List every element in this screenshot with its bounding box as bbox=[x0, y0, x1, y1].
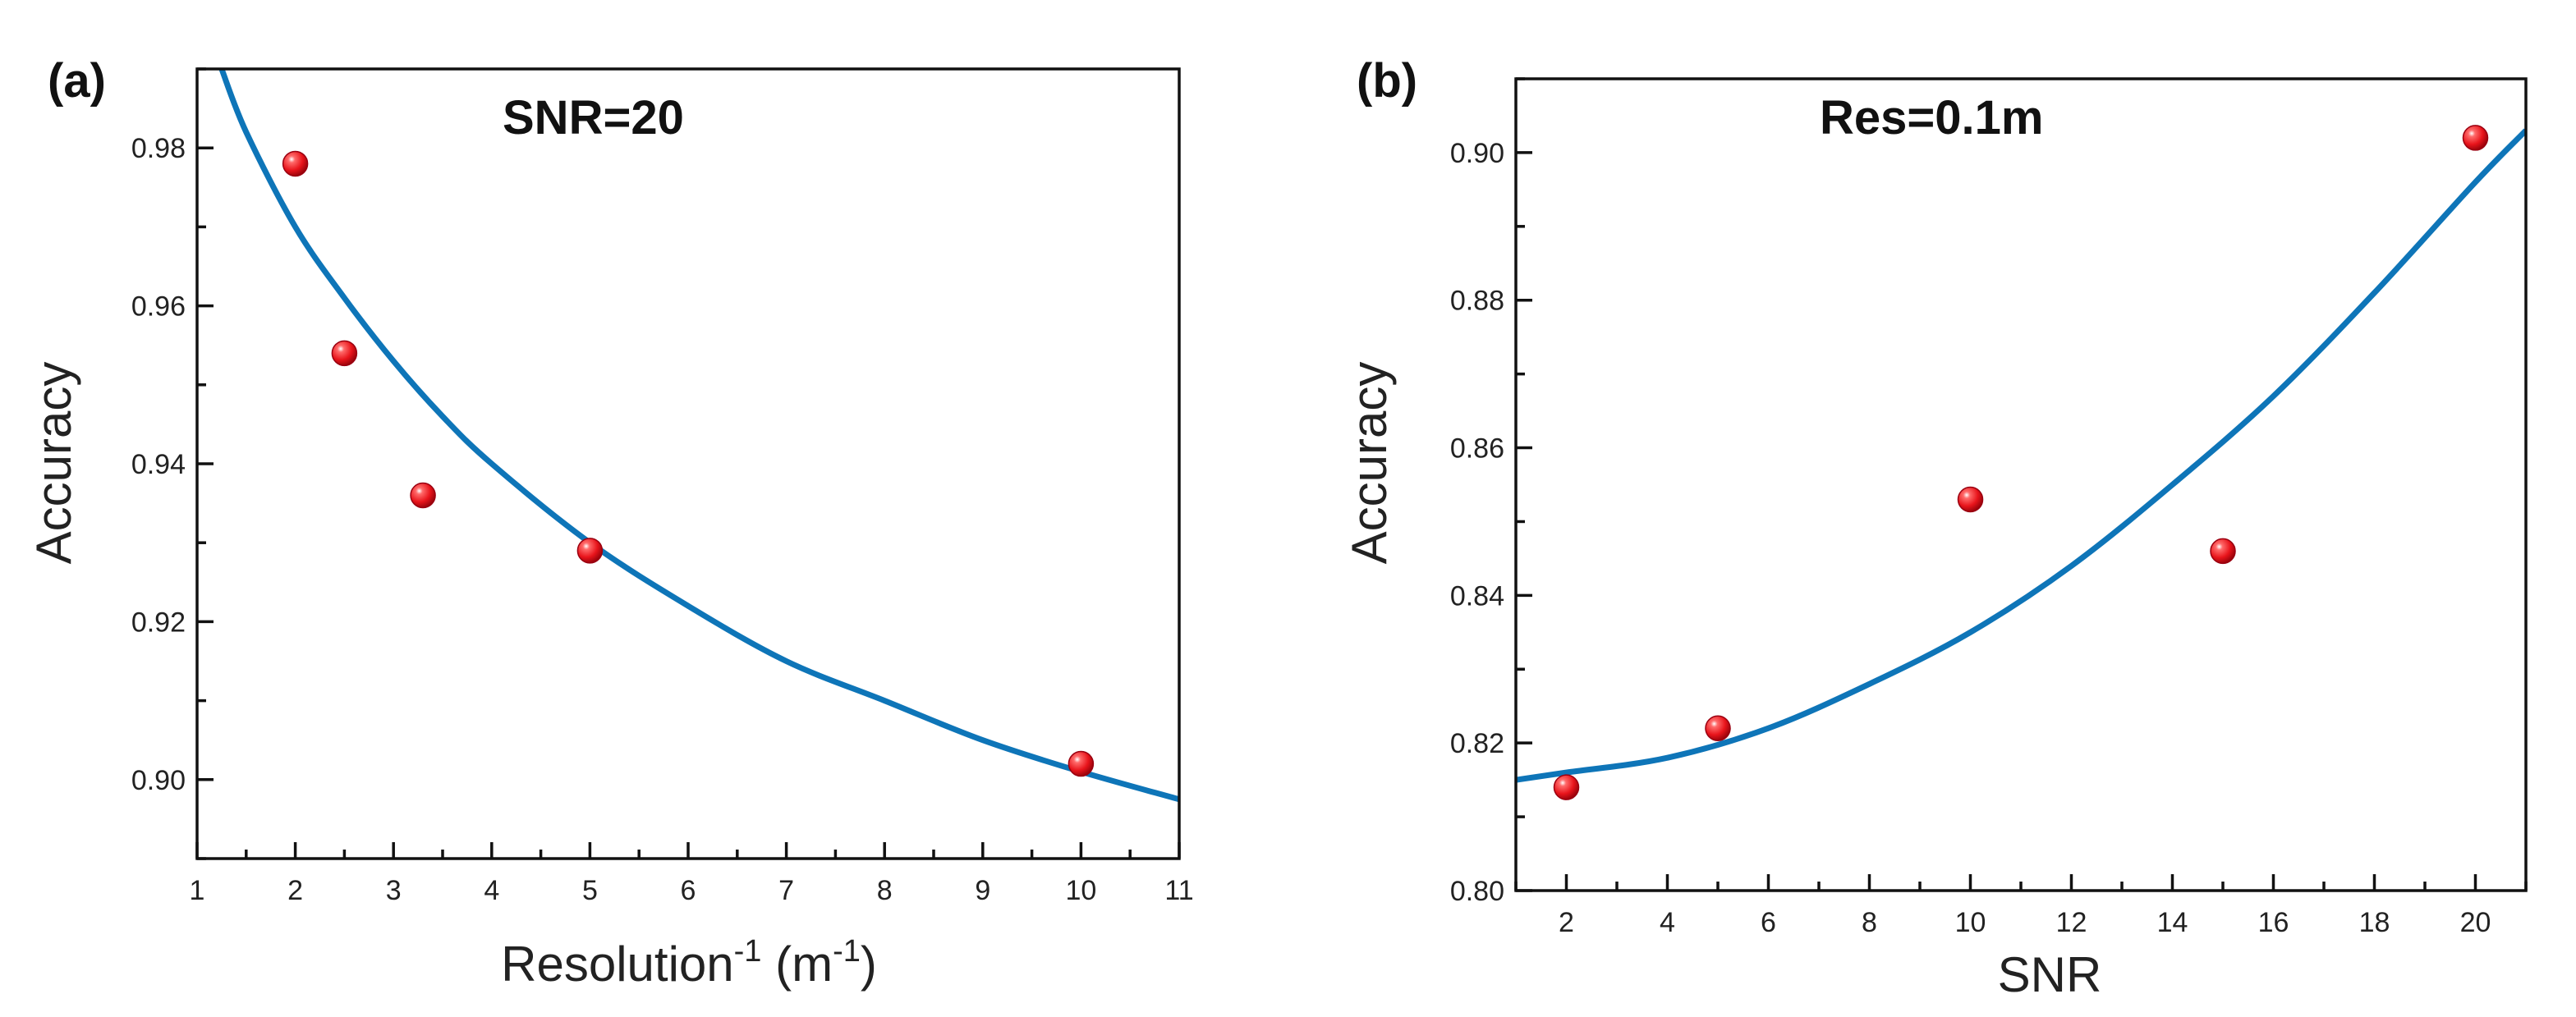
x-tick-label-b: 4 bbox=[1660, 907, 1675, 938]
data-point-b bbox=[2462, 125, 2489, 151]
y-tick-label-b: 0.88 bbox=[1450, 286, 1504, 317]
panel-a-chart: (a) SNR=20 Accuracy Resolution-1 (m-1) 1… bbox=[26, 54, 1194, 992]
x-tick-label-b: 12 bbox=[2056, 907, 2087, 938]
x-tick-label-b: 6 bbox=[1761, 907, 1776, 938]
y-tick-label-b: 0.90 bbox=[1450, 138, 1504, 169]
x-tick-label-b: 16 bbox=[2258, 907, 2289, 938]
x-tick-label-b: 14 bbox=[2157, 907, 2188, 938]
x-tick-label-a: 9 bbox=[975, 875, 990, 906]
x-axis-title-b: SNR bbox=[1998, 947, 2102, 1002]
data-point-b bbox=[1957, 486, 1984, 513]
y-tick-label-b: 0.80 bbox=[1450, 876, 1504, 907]
y-axis-title-a: Accuracy bbox=[26, 362, 81, 565]
data-point-b bbox=[1553, 774, 1580, 800]
x-tick-label-a: 11 bbox=[1164, 875, 1193, 906]
x-tick-label-b: 20 bbox=[2460, 907, 2491, 938]
data-point-a bbox=[410, 482, 436, 509]
data-point-b bbox=[1705, 715, 1731, 741]
plot-frame-b bbox=[1514, 77, 2528, 892]
data-point-a bbox=[331, 340, 358, 367]
x-axis-title-a-unit-close: ) bbox=[861, 937, 877, 992]
panel-b-chart: (b) Res=0.1m Accuracy SNR 2 4 6 8 10 12 14 16 18… bbox=[1342, 54, 2528, 1002]
y-tick-label-a: 0.94 bbox=[131, 449, 186, 480]
y-tick-label-b: 0.86 bbox=[1450, 433, 1504, 465]
x-axis-title-a-exponent: -1 bbox=[734, 934, 762, 969]
plot-frame-a bbox=[195, 67, 1181, 860]
x-tick-label-a: 7 bbox=[778, 875, 794, 906]
x-tick-label-a: 6 bbox=[681, 875, 696, 906]
annotation-snr: SNR=20 bbox=[503, 91, 684, 144]
y-tick-label-a: 0.98 bbox=[131, 133, 186, 164]
y-tick-label-a: 0.92 bbox=[131, 607, 186, 638]
data-point-a bbox=[1068, 750, 1095, 777]
x-tick-label-a: 10 bbox=[1065, 875, 1096, 906]
x-tick-label-a: 2 bbox=[287, 875, 303, 906]
data-point-b bbox=[2210, 538, 2236, 565]
x-axis-title-a-main: Resolution bbox=[501, 937, 734, 992]
x-tick-label-b: 8 bbox=[1862, 907, 1877, 938]
x-axis-title-a-unit-open: (m bbox=[761, 937, 833, 992]
panel-label-a: (a) bbox=[48, 54, 106, 108]
x-tick-label-a: 5 bbox=[582, 875, 598, 906]
panel-label-b: (b) bbox=[1357, 54, 1417, 108]
y-axis-title-b: Accuracy bbox=[1342, 362, 1397, 565]
y-tick-label-b: 0.84 bbox=[1450, 580, 1504, 612]
fit-curve-a bbox=[218, 69, 1179, 803]
x-tick-label-a: 1 bbox=[190, 875, 205, 906]
x-axis-title-a-unit-exponent: -1 bbox=[833, 934, 861, 969]
x-tick-label-a: 3 bbox=[386, 875, 402, 906]
data-point-a bbox=[576, 538, 604, 564]
fit-curve-b bbox=[1516, 128, 2526, 783]
x-tick-label-a: 8 bbox=[877, 875, 893, 906]
annotation-res: Res=0.1m bbox=[1820, 91, 2043, 144]
y-tick-label-b: 0.82 bbox=[1450, 728, 1504, 759]
x-axis-title-a: Resolution-1 (m-1) bbox=[501, 934, 877, 992]
x-tick-label-b: 10 bbox=[1955, 907, 1986, 938]
x-tick-label-a: 4 bbox=[484, 875, 499, 906]
y-tick-label-a: 0.96 bbox=[131, 291, 186, 323]
y-tick-label-a: 0.90 bbox=[131, 765, 186, 796]
x-tick-label-b: 2 bbox=[1559, 907, 1574, 938]
data-point-a bbox=[282, 150, 309, 177]
x-tick-label-b: 18 bbox=[2359, 907, 2390, 938]
